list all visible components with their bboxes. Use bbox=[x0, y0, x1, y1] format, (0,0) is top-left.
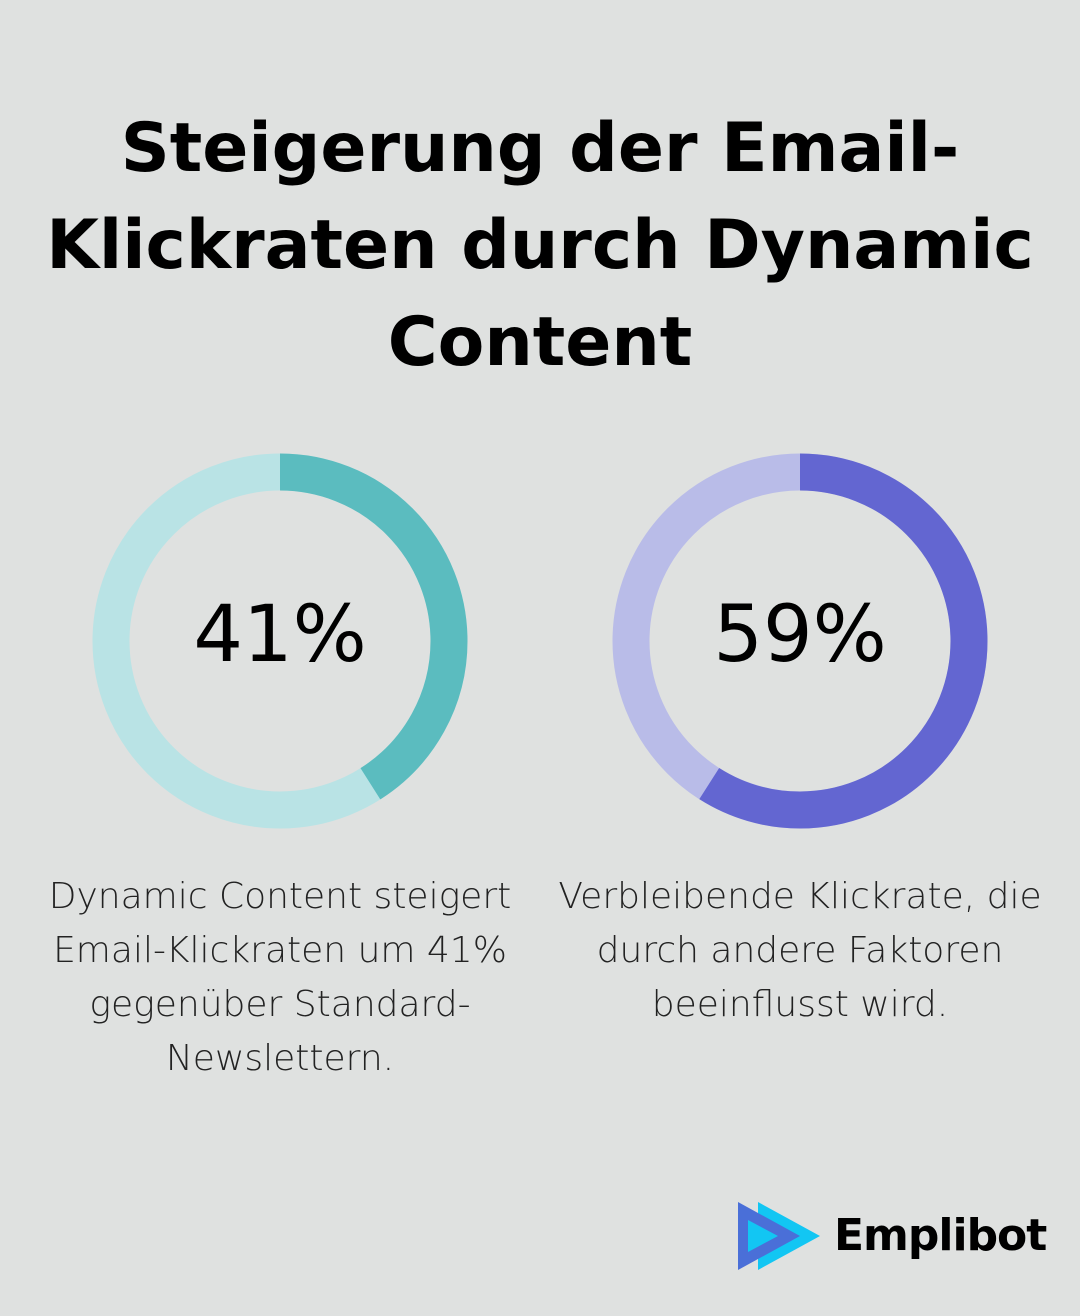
donut-value-arc bbox=[612, 453, 988, 829]
caption-left: Dynamic Content steigert Email-Klickrate… bbox=[48, 876, 512, 1079]
donut-value-label: 59% bbox=[713, 590, 887, 680]
donut-svg bbox=[612, 453, 988, 829]
donut-value-arc bbox=[92, 453, 468, 829]
donut-svg bbox=[92, 453, 468, 829]
donut-chart-41: 41% bbox=[90, 450, 470, 830]
play-logo-icon bbox=[738, 1202, 820, 1270]
donut-value-label: 41% bbox=[193, 590, 367, 680]
donut-chart-59: 59% bbox=[610, 450, 990, 830]
logo-text: Emplibot bbox=[834, 1209, 1047, 1261]
caption-right: Verbleibende Klickrate, die durch andere… bbox=[558, 876, 1042, 1025]
emplibot-logo: Emplibot bbox=[736, 1200, 1047, 1270]
chart-title: Steigerung der Email-Klickraten durch Dy… bbox=[46, 109, 1034, 382]
